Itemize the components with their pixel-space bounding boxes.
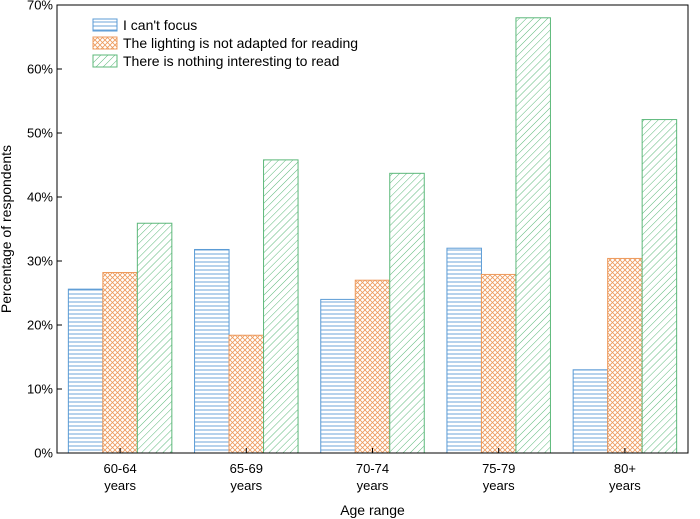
legend-label-there-is-nothing-interesting-to-read: There is nothing interesting to read	[123, 53, 339, 69]
y-tick-label: 70%	[27, 0, 53, 13]
bar-there-is-nothing-interesting-to-read-80	[641, 119, 678, 454]
y-axis-title: Percentage of respondents	[0, 145, 14, 313]
y-tick-label: 40%	[27, 190, 53, 205]
legend-swatch-i-can-t-focus	[92, 18, 118, 32]
x-axis: 60-64 years 65-69 years 70-74 years 75-79 years…	[103, 448, 641, 493]
bar-the-lighting-is-not-adapted-for-reading-65-69	[228, 334, 265, 454]
x-tick-label: 60-64	[103, 461, 136, 476]
legend-swatch-there-is-nothing-interesting-to-read	[92, 54, 118, 68]
bar-the-lighting-is-not-adapted-for-reading-80	[607, 257, 643, 454]
y-tick-label: 60%	[27, 62, 53, 77]
bars-group	[67, 17, 678, 454]
y-tick-label: 30%	[27, 254, 53, 269]
bar-there-is-nothing-interesting-to-read-70-74	[389, 172, 425, 454]
x-tick-label: years	[609, 478, 641, 493]
legend-label-the-lighting-is-not-adapted-for-reading: The lighting is not adapted for reading	[123, 35, 358, 51]
y-tick-label: 50%	[27, 126, 53, 141]
x-tick-label: years	[483, 478, 515, 493]
x-tick-label: 70-74	[356, 461, 389, 476]
bar-the-lighting-is-not-adapted-for-reading-75-79	[480, 273, 517, 454]
legend: I can't focus The lighting is not adapted…	[92, 17, 358, 69]
bar-i-can-t-focus-70-74	[320, 298, 356, 454]
y-tick-label: 10%	[27, 382, 53, 397]
x-tick-label: 75-79	[482, 461, 515, 476]
bar-the-lighting-is-not-adapted-for-reading-60-64	[102, 272, 138, 454]
y-tick-label: 0%	[34, 446, 53, 461]
x-tick-label: 80+	[614, 461, 636, 476]
legend-label-i-can-t-focus: I can't focus	[123, 17, 197, 33]
bar-i-can-t-focus-75-79	[446, 247, 482, 454]
y-axis: 0% 10% 20% 30% 40% 50% 60% 70%	[27, 0, 62, 461]
bar-the-lighting-is-not-adapted-for-reading-70-74	[354, 279, 391, 454]
bar-i-can-t-focus-80	[572, 369, 609, 454]
bar-i-can-t-focus-65-69	[194, 248, 230, 454]
x-axis-title: Age range	[340, 502, 405, 518]
legend-swatch-the-lighting-is-not-adapted-for-reading	[92, 36, 118, 50]
x-tick-label: 65-69	[230, 461, 263, 476]
plot-frame	[56, 4, 689, 454]
x-tick-label: years	[104, 478, 136, 493]
bar-there-is-nothing-interesting-to-read-65-69	[263, 159, 299, 454]
bar-there-is-nothing-interesting-to-read-75-79	[515, 17, 551, 454]
bar-i-can-t-focus-60-64	[67, 288, 104, 454]
x-tick-label: years	[230, 478, 262, 493]
x-tick-label: years	[357, 478, 389, 493]
bar-there-is-nothing-interesting-to-read-60-64	[136, 222, 173, 454]
y-tick-label: 20%	[27, 318, 53, 333]
